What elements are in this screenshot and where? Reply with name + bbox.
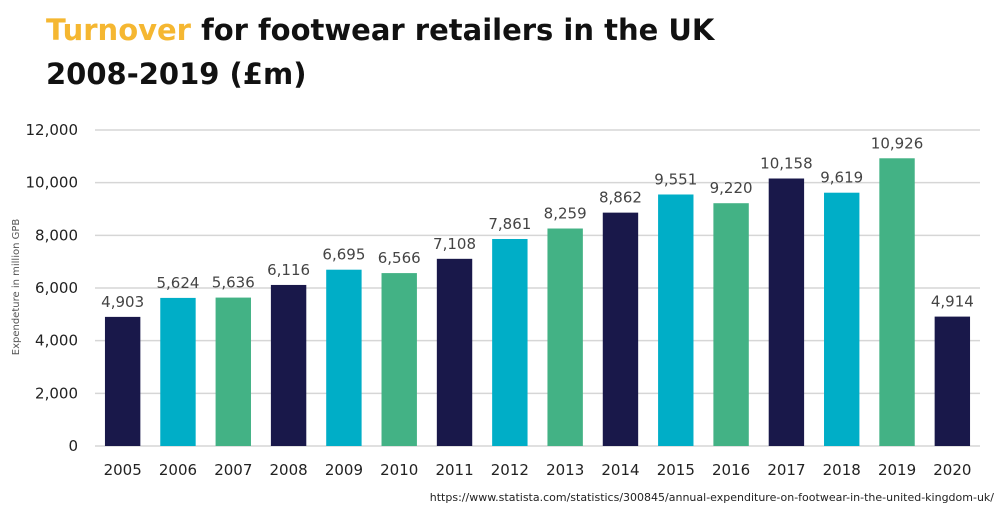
data-label: 10,926 <box>871 134 924 152</box>
y-tick-label: 10,000 <box>26 174 79 192</box>
x-tick-label: 2009 <box>325 461 363 479</box>
data-label: 6,116 <box>267 261 310 279</box>
y-tick-label: 8,000 <box>35 226 78 244</box>
data-label: 4,903 <box>101 293 144 311</box>
y-tick-label: 4,000 <box>35 332 78 350</box>
data-label: 4,914 <box>931 293 974 311</box>
data-label: 8,259 <box>544 205 587 223</box>
x-tick-label: 2017 <box>767 461 805 479</box>
chart-title-rest: for footwear retailers in the UK 2008-20… <box>46 13 715 91</box>
data-label: 10,158 <box>760 155 813 173</box>
bar <box>104 316 141 446</box>
x-tick-label: 2018 <box>823 461 861 479</box>
data-labels: 4,903 5,624 5,636 6,116 6,695 6,566 7,108 7,861… <box>101 134 974 311</box>
bar <box>824 192 860 446</box>
data-label: 6,566 <box>378 249 421 267</box>
bar <box>658 194 694 446</box>
chart-title: Turnover for footwear retailers in the U… <box>46 8 806 96</box>
data-label: 5,636 <box>212 274 255 292</box>
bar <box>270 284 307 446</box>
bar <box>160 297 196 446</box>
bar <box>326 269 362 446</box>
x-axis-tick-labels: 2005 2006 2007 2008 2009 2010 2011 2012 2013 2014… <box>104 461 972 479</box>
bar <box>713 203 749 446</box>
chart-title-accent: Turnover <box>46 13 191 47</box>
x-tick-label: 2005 <box>104 461 142 479</box>
y-axis-label: Expendeture in million GPB <box>11 219 22 356</box>
bars <box>104 158 971 447</box>
x-tick-label: 2014 <box>601 461 639 479</box>
bar <box>547 228 583 446</box>
data-label: 8,862 <box>599 189 642 207</box>
y-tick-label: 2,000 <box>35 384 78 402</box>
data-label: 9,619 <box>820 169 863 187</box>
x-tick-label: 2007 <box>214 461 252 479</box>
x-tick-label: 2012 <box>491 461 529 479</box>
y-axis-tick-labels: 0 2,000 4,000 6,000 8,000 10,000 12,000 <box>26 121 79 455</box>
bar <box>436 258 473 446</box>
bar <box>602 212 639 446</box>
y-tick-label: 0 <box>68 437 78 455</box>
data-label: 9,220 <box>710 179 753 197</box>
bar <box>492 238 528 446</box>
x-tick-label: 2013 <box>546 461 584 479</box>
x-tick-label: 2020 <box>933 461 971 479</box>
data-label: 6,695 <box>322 246 365 264</box>
y-tick-label: 6,000 <box>35 279 78 297</box>
bar <box>215 297 251 446</box>
x-tick-label: 2010 <box>380 461 418 479</box>
bar <box>381 273 417 446</box>
data-label: 7,861 <box>488 215 531 233</box>
data-label: 7,108 <box>433 235 476 253</box>
x-tick-label: 2016 <box>712 461 750 479</box>
source-link[interactable]: https://www.statista.com/statistics/3008… <box>429 491 994 504</box>
x-tick-label: 2008 <box>270 461 308 479</box>
bar <box>934 316 971 446</box>
x-tick-label: 2019 <box>878 461 916 479</box>
x-tick-label: 2006 <box>159 461 197 479</box>
y-tick-label: 12,000 <box>26 121 79 139</box>
bar <box>879 158 915 447</box>
bar <box>768 178 805 447</box>
data-label: 9,551 <box>654 170 697 188</box>
x-tick-label: 2015 <box>657 461 695 479</box>
x-tick-label: 2011 <box>435 461 473 479</box>
data-label: 5,624 <box>156 274 199 292</box>
